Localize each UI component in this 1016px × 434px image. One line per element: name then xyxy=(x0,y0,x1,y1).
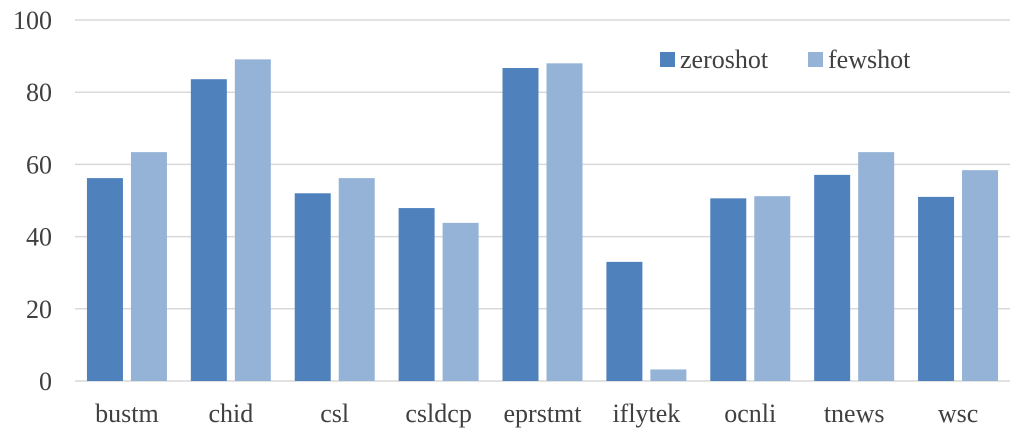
x-axis-labels: bustm chid csl csldcp eprstmt iflytek ocnli tne… xyxy=(95,399,978,428)
bars xyxy=(86,59,999,381)
legend-label-fewshot: fewshot xyxy=(828,45,911,74)
x-tick-label: wsc xyxy=(938,399,978,428)
x-tick-label: csl xyxy=(320,399,349,428)
bar-zeroshot-iflytek xyxy=(606,261,643,381)
y-tick-label: 80 xyxy=(26,78,52,107)
legend-swatch-fewshot xyxy=(808,52,823,67)
y-tick-label: 100 xyxy=(13,6,52,35)
bar-fewshot-iflytek xyxy=(650,369,687,381)
x-tick-label: tnews xyxy=(824,399,885,428)
legend-swatch-zeroshot xyxy=(660,52,675,67)
x-tick-label: csldcp xyxy=(405,399,471,428)
x-tick-label: bustm xyxy=(95,399,159,428)
legend-label-zeroshot: zeroshot xyxy=(680,45,769,74)
x-tick-label: eprstmt xyxy=(504,399,583,428)
y-tick-label: 20 xyxy=(26,295,52,324)
bar-zeroshot-eprstmt xyxy=(502,68,539,381)
bar-zeroshot-ocnli xyxy=(710,198,747,381)
y-tick-label: 0 xyxy=(39,367,52,396)
y-axis-ticks: 0 20 40 60 80 100 xyxy=(13,6,52,396)
bar-fewshot-bustm xyxy=(130,152,167,381)
x-tick-label: ocnli xyxy=(724,399,776,428)
bar-zeroshot-wsc xyxy=(918,196,955,381)
bar-zeroshot-chid xyxy=(190,79,227,381)
bar-zeroshot-tnews xyxy=(814,174,851,381)
bar-zeroshot-csldcp xyxy=(398,208,435,381)
bar-fewshot-csl xyxy=(338,178,375,381)
y-tick-label: 60 xyxy=(26,150,52,179)
bar-fewshot-eprstmt xyxy=(546,63,583,381)
x-tick-label: iflytek xyxy=(612,399,680,428)
gridlines xyxy=(75,19,1010,382)
y-tick-label: 40 xyxy=(26,223,52,252)
bar-fewshot-tnews xyxy=(858,152,895,381)
legend: zeroshot fewshot xyxy=(660,45,911,74)
bar-zeroshot-csl xyxy=(294,193,331,381)
bar-zeroshot-bustm xyxy=(86,178,123,381)
bar-fewshot-chid xyxy=(234,59,271,381)
x-tick-label: chid xyxy=(208,399,253,428)
bar-fewshot-wsc xyxy=(962,170,999,381)
bar-fewshot-csldcp xyxy=(442,222,479,381)
bar-fewshot-ocnli xyxy=(754,196,791,381)
